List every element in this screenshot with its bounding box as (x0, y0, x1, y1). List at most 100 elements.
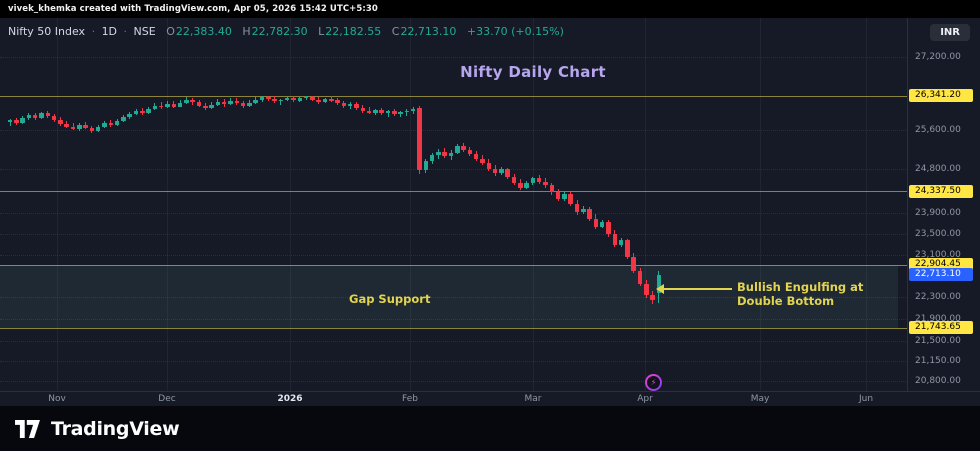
candle-body (625, 240, 630, 257)
candle-body (618, 240, 624, 245)
candle-body (266, 97, 271, 100)
gap-support-annotation[interactable]: Gap Support (349, 292, 431, 306)
tradingview-logo-icon[interactable] (13, 419, 42, 438)
close-label: C (391, 25, 400, 38)
candle-wick (330, 96, 332, 102)
candle-body (392, 111, 397, 115)
v-gridline (410, 18, 411, 392)
candle-body (259, 97, 265, 101)
h-gridline (0, 361, 908, 363)
annotation-line-1: Bullish Engulfing at (737, 280, 864, 294)
price-space (0, 50, 908, 392)
chart-title-annotation[interactable]: Nifty Daily Chart (460, 63, 606, 81)
candle-body (455, 146, 460, 153)
v-gridline (533, 18, 534, 392)
candle-body (366, 110, 372, 113)
candle-body (203, 105, 208, 109)
candle-body (95, 127, 101, 132)
y-tick-label: 22,300.00 (915, 292, 961, 303)
candle-body (89, 127, 95, 132)
candle-body (499, 169, 504, 174)
symbol-legend: Nifty 50 Index · 1D · NSE O22,383.40 H22… (8, 25, 564, 38)
candle-body (329, 99, 334, 101)
candle-body (612, 234, 618, 245)
candle-body (234, 100, 240, 103)
x-tick-label: Jun (858, 394, 874, 404)
candle-body (467, 149, 473, 155)
y-tick-label: 24,800.00 (915, 163, 961, 174)
price-line-label: 22,904.45 (909, 258, 973, 272)
h-gridline (0, 341, 908, 343)
h-gridline (0, 130, 908, 132)
tradingview-brand[interactable]: TradingView (51, 417, 180, 440)
candle-body (272, 99, 277, 102)
candle-body (253, 100, 258, 104)
candle-body (341, 103, 347, 107)
candle-body (51, 116, 57, 120)
y-tick-label: 23,900.00 (915, 208, 961, 219)
candle-body (568, 193, 573, 204)
candle-wick (9, 118, 11, 126)
candle-body (637, 270, 643, 284)
v-gridline (760, 18, 761, 392)
candle-body (177, 102, 183, 107)
timeframe[interactable]: 1D (101, 25, 118, 38)
candle-body (536, 178, 542, 182)
v-gridline (57, 18, 58, 392)
price-line (0, 264, 908, 266)
candle-body (152, 105, 158, 109)
candle-body (297, 98, 303, 101)
event-icon[interactable]: ⚡ (645, 374, 662, 391)
arrow-annotation[interactable] (664, 288, 732, 290)
candle-body (171, 103, 177, 107)
candle-body (310, 96, 315, 100)
v-gridline (167, 18, 168, 392)
candle-body (45, 113, 51, 117)
price-axis[interactable]: 27,200.00 25,600.00 24,800.00 23,900.00 23,5… (907, 18, 980, 392)
candle-body (158, 105, 164, 108)
chart-plot[interactable]: Nifty Daily Chart Gap Support Bullish En… (0, 18, 908, 392)
candle-wick (412, 107, 414, 114)
candle-body (140, 110, 145, 113)
open-label: O (166, 25, 175, 38)
y-tick-label: 21,500.00 (915, 336, 961, 347)
candle-body (39, 113, 44, 118)
candle-body (278, 99, 284, 102)
candle-body (221, 101, 227, 105)
candle-body (404, 110, 410, 113)
time-axis[interactable]: Nov Dec 2026 Feb Mar Apr May Jun (0, 391, 980, 406)
candle-body (587, 208, 592, 219)
currency-button[interactable]: INR (930, 24, 970, 41)
price-line-label: 21,743.65 (909, 321, 973, 335)
symbol-name[interactable]: Nifty 50 Index (8, 25, 86, 38)
candle-body (442, 151, 447, 157)
attribution-bar: vivek_khemka created with TradingView.co… (0, 0, 980, 18)
candle-body (486, 163, 492, 169)
h-gridline (0, 254, 908, 256)
candle-body (303, 96, 309, 99)
candle-body (410, 108, 416, 111)
candle-body (114, 120, 120, 126)
candle-body (228, 100, 233, 105)
open-value: 22,383.40 (175, 25, 232, 38)
candle-body (121, 117, 126, 121)
close-value: 22,713.10 (400, 25, 457, 38)
legend-separator: · (91, 25, 96, 38)
annotation-line-2: Double Bottom (737, 294, 835, 308)
candle-body (398, 112, 403, 115)
h-gridline (0, 168, 908, 170)
candle-body (549, 185, 555, 193)
attribution-text: vivek_khemka created with TradingView.co… (8, 4, 378, 14)
bullish-engulfing-annotation[interactable]: Bullish Engulfing at Double Bottom (737, 280, 863, 308)
candle-body (574, 203, 580, 213)
last-price-label: 22,713.10 (909, 268, 973, 282)
candle-body (133, 110, 139, 114)
high-value: 22,782.30 (251, 25, 308, 38)
v-gridline (290, 18, 291, 392)
candle-wick (280, 98, 282, 105)
candle-body (417, 107, 422, 170)
candle-body (102, 123, 107, 128)
candle-body (291, 97, 296, 101)
price-line-label: 24,337.50 (909, 184, 973, 198)
y-tick-label: 20,800.00 (915, 376, 961, 387)
